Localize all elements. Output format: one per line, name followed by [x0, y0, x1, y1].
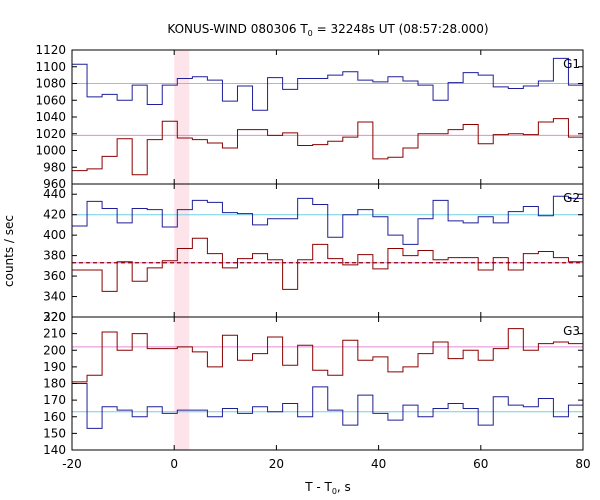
y-tick-label: 400: [43, 228, 66, 242]
x-axis-label: T - T0, s: [304, 480, 351, 496]
y-tick-label: 1080: [35, 77, 66, 91]
panel-frame: [71, 49, 584, 185]
y-tick-label: 440: [43, 187, 66, 201]
panel-g2: [72, 195, 583, 292]
y-tick-label: 1100: [35, 60, 66, 74]
series-line: [72, 237, 583, 292]
panel-g1: [72, 57, 583, 176]
y-tick-label: 140: [43, 443, 66, 457]
y-tick-label: 160: [43, 410, 66, 424]
y-tick-label: 1060: [35, 93, 66, 107]
x-tick-label: -20: [62, 457, 82, 471]
x-tick-label: 20: [269, 457, 284, 471]
y-tick-label: 320: [43, 310, 66, 324]
y-tick-label: 220: [43, 310, 66, 324]
highlight-band: [174, 50, 190, 450]
y-tick-label: 1020: [35, 127, 66, 141]
panel-frame: [71, 316, 584, 451]
panel-label: G2: [563, 191, 580, 205]
panel-g3: [72, 328, 583, 429]
y-tick-label: 170: [43, 393, 66, 407]
series-line: [72, 383, 583, 429]
y-tick-label: 420: [43, 208, 66, 222]
y-tick-label: 180: [43, 377, 66, 391]
y-tick-label: 1120: [35, 43, 66, 57]
y-tick-label: 340: [43, 290, 66, 304]
y-tick-label: 200: [43, 343, 66, 357]
y-tick-label: 150: [43, 426, 66, 440]
y-tick-label: 960: [43, 177, 66, 191]
y-tick-label: 190: [43, 360, 66, 374]
y-tick-label: 210: [43, 327, 66, 341]
series-line: [72, 57, 583, 111]
x-tick-label: 60: [473, 457, 488, 471]
chart-title: KONUS-WIND 080306 T0 = 32248s UT (08:57:…: [167, 22, 488, 38]
series-line: [72, 195, 583, 245]
x-tick-label: 40: [371, 457, 386, 471]
series-line: [72, 328, 583, 383]
y-tick-label: 1000: [35, 144, 66, 158]
y-tick-label: 980: [43, 160, 66, 174]
series-line: [72, 118, 583, 176]
x-tick-label: 0: [170, 457, 178, 471]
y-tick-label: 1040: [35, 110, 66, 124]
y-axis-label: counts / sec: [2, 215, 16, 287]
plot-area: 960 980 1000 1020 1040 1060 1080 1100 1120 G1 320 3…: [35, 43, 590, 471]
panel-label: G3: [563, 324, 580, 338]
x-tick-label: 80: [575, 457, 590, 471]
y-tick-label: 380: [43, 249, 66, 263]
panel-label: G1: [563, 57, 580, 71]
y-tick-label: 360: [43, 269, 66, 283]
